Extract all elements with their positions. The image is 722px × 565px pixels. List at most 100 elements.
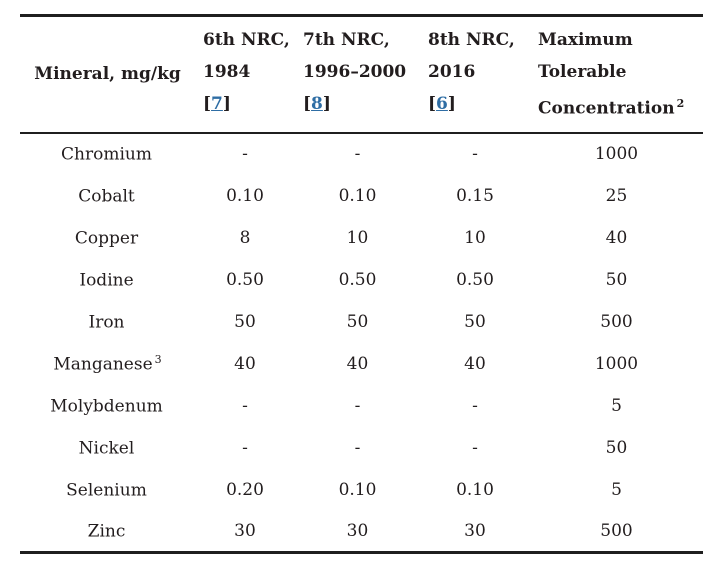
max-value-cell: 500: [600, 520, 633, 541]
value-cell: 50: [346, 311, 369, 332]
max-value-cell: 5: [611, 395, 622, 416]
header-line: 2016: [428, 62, 476, 82]
mineral-name: Manganese: [53, 354, 153, 375]
column-header-max-tolerable: Maximum Tolerable Concentration 2: [530, 15, 703, 134]
header-line: 8th NRC,: [428, 30, 515, 50]
footnote-marker-2: 2: [676, 97, 685, 110]
value-cell: -: [242, 395, 248, 416]
max-value-cell: 1000: [594, 353, 639, 374]
reference-bracket-open: [: [303, 94, 312, 114]
value-cell: 0.50: [456, 269, 494, 290]
mineral-cell: Nickel: [20, 427, 195, 469]
table-row: Manganese 3 40 40 40 1000: [20, 343, 703, 385]
value-cell: 0.10: [338, 185, 377, 206]
header-line: 1984: [203, 62, 251, 82]
mineral-name: Iron: [88, 312, 125, 333]
max-value-cell: 5: [611, 479, 622, 500]
value-cell: 40: [234, 353, 256, 374]
header-row: Mineral, mg/kg 6th NRC, 1984 [7] 7th NRC…: [20, 15, 703, 134]
column-header-7th-nrc: 7th NRC, 1996–2000 [8]: [295, 15, 420, 134]
value-cell: -: [472, 144, 478, 165]
max-value-cell: 50: [605, 269, 628, 290]
mineral-name: Molybdenum: [50, 396, 163, 417]
header-line: 6th NRC,: [203, 30, 290, 50]
value-cell: 0.10: [456, 479, 494, 500]
value-cell: -: [354, 144, 361, 165]
header-line: Concentration: [538, 98, 675, 119]
table-row: Molybdenum - - - 5: [20, 385, 703, 427]
footnote-marker-3: 3: [154, 352, 162, 366]
value-cell: 50: [234, 311, 256, 332]
value-cell: 50: [464, 311, 486, 332]
reference-bracket-close: ]: [222, 94, 231, 114]
header-reference: [6]: [428, 88, 530, 120]
column-header-6th-nrc: 6th NRC, 1984 [7]: [195, 15, 295, 134]
max-value-cell: 25: [605, 185, 628, 206]
table-row: Cobalt 0.10 0.10 0.15 25: [20, 175, 703, 217]
value-cell: 0.20: [226, 479, 264, 500]
reference-link-8[interactable]: 8: [311, 94, 323, 114]
mineral-cell: Zinc: [20, 511, 195, 553]
max-value-cell: 40: [605, 227, 628, 248]
header-line: Maximum: [538, 30, 633, 50]
table-header: Mineral, mg/kg 6th NRC, 1984 [7] 7th NRC…: [20, 15, 703, 134]
value-cell: -: [472, 437, 478, 458]
value-cell: -: [354, 437, 361, 458]
header-reference: [7]: [203, 88, 295, 120]
mineral-cell: Iron: [20, 301, 195, 343]
value-cell: 30: [464, 520, 486, 541]
reference-bracket-close: ]: [447, 94, 456, 114]
value-cell: -: [472, 395, 478, 416]
value-cell: 30: [346, 520, 369, 541]
mineral-name: Selenium: [66, 480, 147, 501]
mineral-name: Zinc: [87, 521, 126, 542]
table-row: Iron 50 50 50 500: [20, 301, 703, 343]
column-header-mineral: Mineral, mg/kg: [20, 15, 195, 134]
mineral-cell: Iodine: [20, 259, 195, 301]
mineral-name: Copper: [74, 228, 139, 249]
value-cell: 0.50: [338, 269, 377, 290]
table-row: Iodine 0.50 0.50 0.50 50: [20, 259, 703, 301]
mineral-cell: Chromium: [20, 133, 195, 175]
mineral-name: Cobalt: [78, 186, 135, 207]
mineral-name: Iodine: [79, 270, 134, 291]
max-value-cell: 1000: [594, 144, 639, 165]
mineral-cell: Selenium: [20, 469, 195, 511]
header-line: 7th NRC,: [303, 30, 390, 50]
value-cell: 40: [346, 353, 369, 374]
mineral-cell: Cobalt: [20, 175, 195, 217]
value-cell: 30: [234, 520, 256, 541]
value-cell: 0.10: [226, 185, 264, 206]
mineral-cell: Manganese 3: [20, 343, 195, 385]
max-value-cell: 50: [605, 437, 628, 458]
value-cell: -: [354, 395, 361, 416]
table-row: Chromium - - - 1000: [20, 133, 703, 175]
reference-bracket-open: [: [428, 94, 437, 114]
mineral-name: Nickel: [78, 438, 135, 459]
reference-link-6[interactable]: 6: [436, 94, 448, 114]
table-row: Zinc 30 30 30 500: [20, 511, 703, 553]
table-row: Nickel - - - 50: [20, 427, 703, 469]
value-cell: -: [242, 144, 248, 165]
column-header-8th-nrc: 8th NRC, 2016 [6]: [420, 15, 530, 134]
table-row: Copper 8 10 10 40: [20, 217, 703, 259]
table-body: Chromium - - - 1000 Cobalt 0.10 0.10 0.1…: [20, 133, 703, 553]
reference-link-7[interactable]: 7: [211, 94, 223, 114]
value-cell: 0.10: [338, 479, 377, 500]
reference-bracket-close: ]: [322, 94, 331, 114]
mineral-cell: Molybdenum: [20, 385, 195, 427]
header-line: 1996–2000: [303, 62, 407, 82]
value-cell: 0.15: [456, 185, 494, 206]
minerals-table: Mineral, mg/kg 6th NRC, 1984 [7] 7th NRC…: [20, 14, 703, 555]
mineral-name: Chromium: [61, 144, 152, 165]
table-row: Selenium 0.20 0.10 0.10 5: [20, 469, 703, 511]
header-line: Tolerable: [538, 62, 627, 82]
value-cell: 40: [464, 353, 486, 374]
reference-bracket-open: [: [203, 94, 212, 114]
value-cell: 0.50: [226, 269, 264, 290]
value-cell: 10: [464, 227, 486, 248]
mineral-cell: Copper: [20, 217, 195, 259]
mineral-header-label: Mineral, mg/kg: [34, 64, 181, 85]
max-value-cell: 500: [600, 311, 633, 332]
value-cell: -: [242, 437, 248, 458]
